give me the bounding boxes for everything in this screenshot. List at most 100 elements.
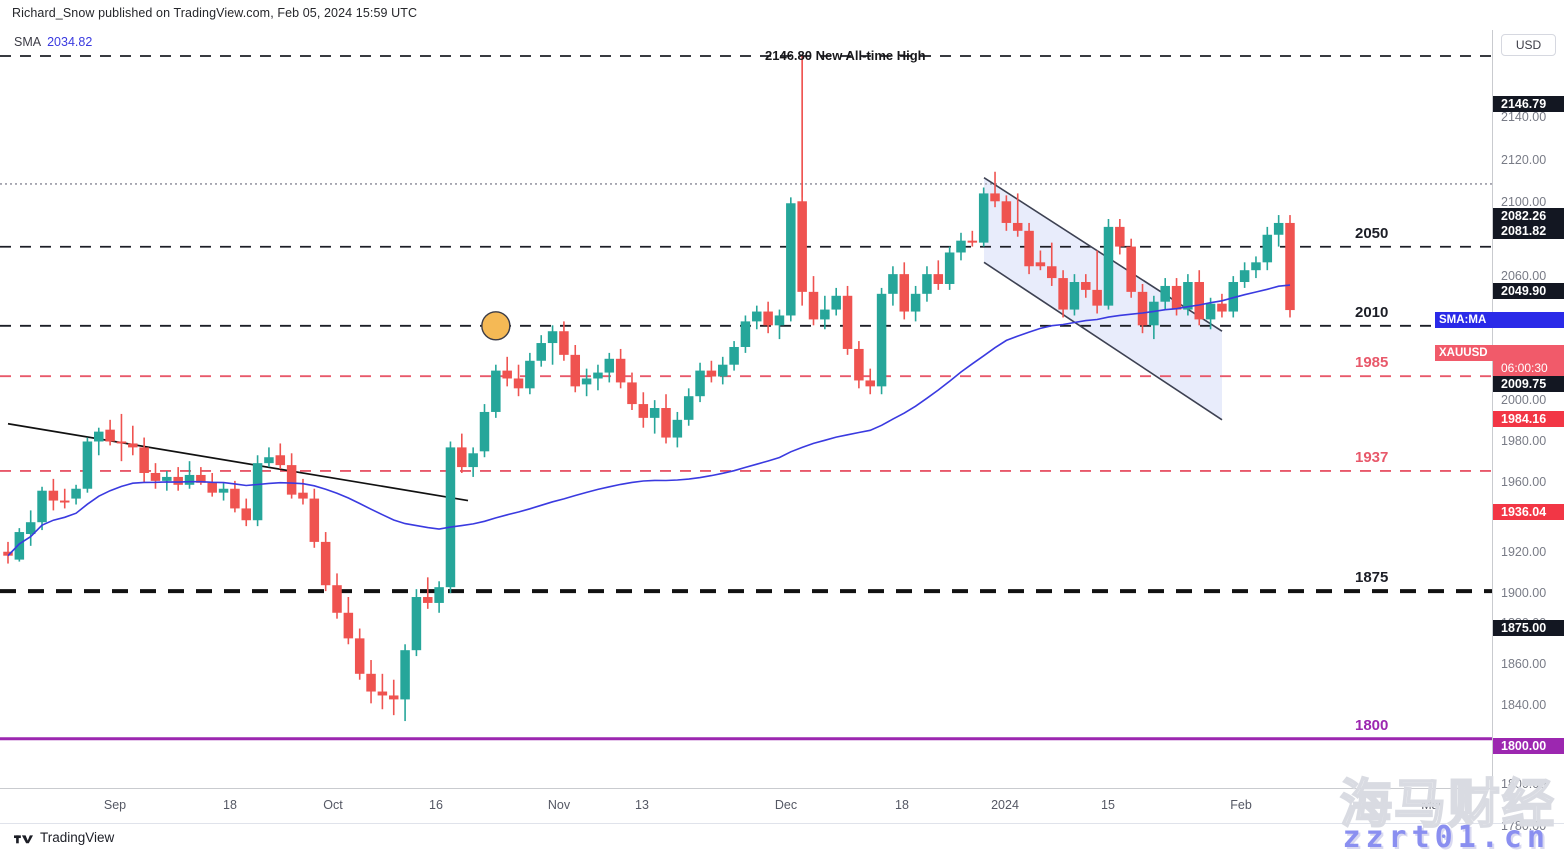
tradingview-brand: TradingView bbox=[14, 830, 114, 845]
chart-plot-area[interactable]: 2146.80 New All-time High 2050 2010 1985 19… bbox=[0, 30, 1492, 788]
price-axis-tag[interactable]: 2081.82 bbox=[1493, 223, 1564, 239]
candlestick bbox=[354, 628, 365, 680]
candlestick bbox=[1081, 274, 1091, 298]
time-axis-tick: Feb bbox=[1230, 798, 1252, 812]
candlestick bbox=[752, 305, 762, 330]
time-axis-top-border bbox=[0, 788, 1492, 789]
legend-indicator-name: SMA bbox=[14, 35, 42, 49]
candlestick bbox=[320, 532, 331, 592]
candlestick bbox=[1001, 195, 1012, 231]
candlestick bbox=[536, 335, 546, 367]
candlestick bbox=[570, 345, 581, 393]
candlestick bbox=[831, 287, 841, 316]
time-axis-tick: Oct bbox=[323, 798, 343, 812]
time-axis-tick: Mar bbox=[1421, 798, 1443, 812]
indicator-legend[interactable]: SMA 2034.82 bbox=[14, 35, 92, 49]
price-axis-tag[interactable]: 1875.00 bbox=[1493, 620, 1564, 636]
time-axis-tick: 18 bbox=[223, 798, 237, 812]
pivot-marker-icon bbox=[481, 311, 511, 341]
candlestick bbox=[672, 411, 683, 448]
candlestick bbox=[854, 341, 864, 389]
candlestick bbox=[230, 480, 240, 513]
candlestick bbox=[581, 368, 592, 397]
candlestick bbox=[71, 484, 81, 505]
price-axis-tag[interactable]: 1800.00 bbox=[1493, 738, 1564, 754]
attribution-text: Richard_Snow published on TradingView.co… bbox=[12, 6, 418, 20]
price-axis-tag[interactable]: 1936.04 bbox=[1493, 504, 1564, 520]
candlestick bbox=[865, 368, 875, 395]
price-axis-tag[interactable]: 1984.16 bbox=[1493, 411, 1564, 427]
candlestick bbox=[48, 478, 59, 511]
sma-line bbox=[7, 284, 1291, 557]
candlestick bbox=[638, 392, 649, 428]
candlestick bbox=[706, 360, 717, 383]
candlestick bbox=[309, 488, 320, 548]
price-axis-tick: 2060.00 bbox=[1501, 269, 1547, 283]
channel-boundary-line bbox=[983, 176, 1223, 332]
time-axis-tick: Dec bbox=[774, 798, 798, 812]
candlestick bbox=[479, 404, 490, 458]
candlestick bbox=[615, 348, 626, 389]
candlestick bbox=[1058, 270, 1068, 318]
tradingview-brand-label: TradingView bbox=[40, 830, 115, 845]
candlestick bbox=[786, 197, 796, 322]
price-axis-tick: 1960.00 bbox=[1501, 475, 1547, 489]
price-axis-tag[interactable]: 2146.79 bbox=[1493, 96, 1564, 112]
candlestick bbox=[468, 447, 478, 477]
channel-boundary-line bbox=[983, 261, 1223, 421]
candlestick bbox=[1285, 215, 1295, 318]
footer-divider bbox=[0, 823, 1564, 824]
candlestick bbox=[1137, 283, 1148, 334]
time-axis-tick: Nov bbox=[547, 798, 571, 812]
candlestick bbox=[116, 413, 127, 462]
price-axis-tick: 1840.00 bbox=[1501, 698, 1547, 712]
candlestick bbox=[1251, 256, 1261, 279]
candlestick bbox=[1160, 278, 1170, 310]
candlestick bbox=[252, 455, 263, 527]
candlestick bbox=[661, 394, 671, 444]
candlestick bbox=[729, 341, 739, 371]
candlestick bbox=[1012, 193, 1023, 237]
candlestick bbox=[763, 301, 773, 334]
candlestick bbox=[218, 482, 229, 501]
candlestick bbox=[3, 541, 13, 564]
series-name-chip[interactable]: SMA:MA bbox=[1435, 312, 1564, 328]
candlestick bbox=[37, 486, 47, 531]
candlestick bbox=[150, 463, 161, 489]
tradingview-logo-icon bbox=[14, 835, 33, 844]
price-axis[interactable]: USD 2140.002120.002100.002060.002040.002… bbox=[1493, 30, 1564, 833]
candlestick bbox=[513, 364, 524, 397]
candlestick bbox=[343, 597, 354, 645]
candlestick bbox=[1183, 274, 1193, 316]
time-axis[interactable]: Sep 18 Oct 16 Nov 13 Dec 18 2024 15 Feb Mar bbox=[0, 789, 1492, 823]
all-time-high-annotation: 2146.80 New All-time High bbox=[765, 48, 926, 63]
candlestick bbox=[1262, 226, 1273, 271]
candlestick bbox=[1035, 250, 1046, 271]
price-axis-tag[interactable]: 2049.90 bbox=[1493, 283, 1564, 299]
time-axis-tick: Sep bbox=[103, 798, 127, 812]
price-axis-tick: 1860.00 bbox=[1501, 657, 1547, 671]
price-level-label: 1985 bbox=[1355, 354, 1389, 372]
price-axis-tag[interactable]: 2009.75 bbox=[1493, 376, 1564, 392]
candlestick bbox=[105, 419, 115, 446]
candlestick bbox=[388, 679, 399, 716]
candlestick bbox=[1103, 219, 1114, 310]
price-axis-tick: 1900.00 bbox=[1501, 586, 1547, 600]
candlestick bbox=[1126, 238, 1136, 298]
currency-chip[interactable]: USD bbox=[1501, 34, 1556, 56]
price-axis-tick: 1800.00 bbox=[1501, 777, 1547, 791]
candlestick bbox=[695, 362, 705, 403]
candlestick bbox=[593, 364, 603, 391]
candlestick bbox=[366, 660, 376, 704]
time-axis-tick: 2024 bbox=[991, 798, 1019, 812]
candlestick bbox=[1047, 242, 1057, 286]
candlestick bbox=[933, 260, 944, 290]
candlestick bbox=[264, 447, 274, 468]
price-axis-tag[interactable]: 2082.26 bbox=[1493, 208, 1564, 224]
candlestick bbox=[820, 295, 830, 330]
series-name-chip[interactable]: XAUUSD bbox=[1435, 345, 1564, 361]
candlestick-series bbox=[3, 55, 1295, 722]
candlestick bbox=[332, 573, 342, 619]
candlestick bbox=[525, 352, 535, 395]
candlestick bbox=[162, 471, 172, 491]
